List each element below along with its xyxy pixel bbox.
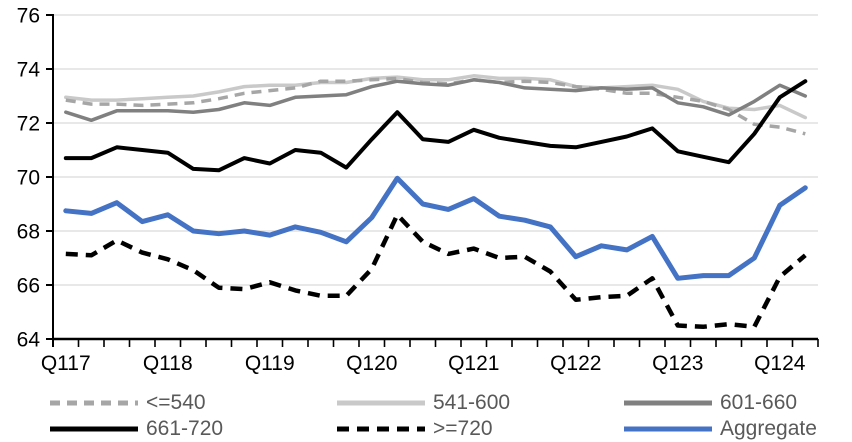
y-axis-label: 64 xyxy=(17,329,41,352)
y-axis-label: 68 xyxy=(17,221,40,244)
legend-label-661-720: 661-720 xyxy=(146,417,224,440)
legend-label-541-600: 541-600 xyxy=(433,391,511,414)
series-line-661-720 xyxy=(63,79,808,173)
legend-item-ge720: >=720 xyxy=(337,417,493,441)
legend-label-ge720: >=720 xyxy=(433,417,493,440)
y-axis-label: 66 xyxy=(17,275,40,298)
legend-item-aggregate: Aggregate xyxy=(624,417,817,441)
x-axis-label: Q117 xyxy=(41,352,91,375)
legend-label-601-660: 601-660 xyxy=(720,391,798,414)
x-axis-label: Q120 xyxy=(346,352,397,375)
x-axis-label: Q122 xyxy=(550,352,601,375)
series-line-601-660 xyxy=(64,78,808,123)
legend-swatch-601-660 xyxy=(624,400,712,406)
x-axis-label: Q123 xyxy=(652,352,703,375)
legend-swatch-ge720 xyxy=(337,426,425,432)
x-axis-label: Q119 xyxy=(245,352,295,375)
legend-item-601-660: 601-660 xyxy=(624,391,797,415)
series-line-aggregate xyxy=(63,175,808,281)
legend-swatch-541-600 xyxy=(337,400,425,406)
legend-swatch-661-720 xyxy=(50,426,138,432)
series-line--540 xyxy=(65,76,806,136)
y-axis-label: 72 xyxy=(17,113,40,136)
legend-item-le540: <=540 xyxy=(50,391,206,415)
legend-swatch-le540 xyxy=(50,400,138,406)
x-axis-label: Q118 xyxy=(143,352,193,375)
y-axis-label: 70 xyxy=(17,167,40,190)
series-line-541-600 xyxy=(64,74,808,120)
x-axis-label: Q121 xyxy=(448,352,499,375)
legend-item-661-720: 661-720 xyxy=(50,417,223,441)
series-line--720 xyxy=(65,212,807,330)
legend-label-le540: <=540 xyxy=(146,391,206,414)
x-axis-label: Q124 xyxy=(754,352,806,375)
legend-item-541-600: 541-600 xyxy=(337,391,510,415)
y-axis-label: 76 xyxy=(17,5,40,28)
legend-label-aggregate: Aggregate xyxy=(720,417,817,440)
legend-swatch-aggregate xyxy=(624,426,712,432)
y-axis-label: 74 xyxy=(17,59,41,82)
